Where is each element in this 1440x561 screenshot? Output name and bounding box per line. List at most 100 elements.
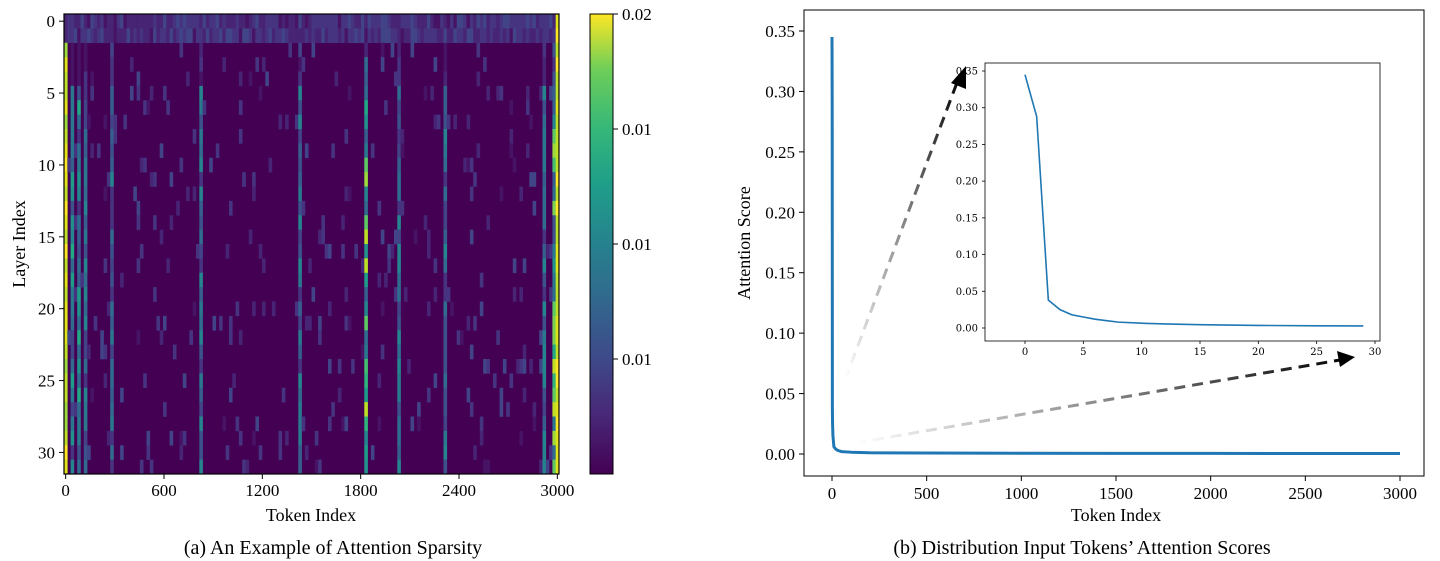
heatmap-cell [476,71,481,87]
heatmap-cell [542,85,547,101]
heatmap-cell [380,57,385,72]
heatmap-cell [502,359,507,374]
heatmap-cell [555,272,560,288]
heatmap-cell [136,330,141,345]
heatmap-cell [70,172,75,187]
heatmap-cell [555,157,560,173]
heatmap-cell [64,258,68,274]
heatmap-cell [364,229,368,245]
heatmap-cell [552,85,556,101]
heatmap-cell [443,287,448,302]
heatmap-cell [143,28,147,44]
heatmap-cell [370,143,375,159]
heatmap-cell [364,315,368,331]
heatmap-cell [380,28,385,44]
heatmap-cell [268,14,273,29]
attention-series-line [830,37,1400,456]
heatmap-cell [552,373,556,389]
heatmap-cell [364,14,368,29]
heatmap-cell [103,373,108,389]
heatmap-cell [519,359,523,374]
heatmap-cell [318,28,322,44]
line-x-tick-label: 500 [914,484,940,503]
line-x-tick-label: 2500 [1288,484,1322,503]
heatmap-cell [70,416,75,432]
heatmap-cell [199,373,203,389]
heatmap-cell [493,28,497,44]
heatmap-cell [324,14,329,29]
heatmap-cell [542,272,547,288]
heatmap-cell [110,215,114,230]
heatmap-cell [443,215,448,230]
heatmap-cell [384,272,388,288]
heatmap-cell [295,14,299,29]
heatmap-cell [64,157,68,173]
heatmap-cell [298,215,302,230]
heatmap-cell [443,344,448,360]
heatmap-cell [308,315,312,331]
heatmap-cell [64,430,68,446]
heatmap-cell [337,14,342,29]
heatmap-cell [479,14,484,29]
heatmap-cell [77,344,81,360]
heatmap-cell [403,28,408,44]
heatmap-cell [506,402,510,417]
heatmap-cell [420,14,424,29]
heatmap-y-tick-label: 30 [38,443,55,462]
inset-series-line [1024,74,1364,327]
heatmap-cell [512,157,517,173]
heatmap-cell [347,28,352,44]
heatmap-cell [380,344,385,360]
heatmap-cell [377,416,382,432]
heatmap-cell [232,28,236,44]
heatmap-cell [64,301,68,317]
heatmap-cell [166,14,170,29]
line-y-tick-label: 0.30 [765,82,795,101]
heatmap-cell [136,215,141,230]
heatmap-cell [529,114,533,130]
heatmap-cell [298,114,302,130]
heatmap-cell [532,14,537,29]
heatmap-cell [499,28,504,44]
heatmap-cell [110,272,114,288]
heatmap-cell [555,330,560,345]
heatmap-cell [90,143,94,159]
heatmap-cell [347,315,352,331]
heatmap-cell [166,258,170,274]
heatmap-cell [252,28,256,44]
heatmap-cell [321,28,325,44]
heatmap-cell [417,402,421,417]
heatmap-cell [116,28,121,44]
heatmap-cell [555,244,560,259]
heatmap-cell [64,71,68,87]
heatmap-cell [400,129,405,144]
heatmap-cell [529,28,533,44]
heatmap-cell [436,114,441,130]
heatmap-cell [466,387,471,403]
heatmap-cell [443,200,448,216]
heatmap-cell [476,28,481,44]
heatmap-cell [229,330,233,345]
heatmap-cell [364,157,368,173]
heatmap-cell [209,157,213,173]
heatmap-cell [225,14,230,29]
heatmap-cell [502,14,507,29]
heatmap-cell [443,114,448,130]
heatmap-cell [545,459,550,475]
heatmap-cell [469,28,474,44]
heatmap-cell [199,459,203,475]
heatmap-cell [106,301,111,317]
heatmap-cell [245,14,250,29]
heatmap-cell [298,373,302,389]
heatmap-cell [443,85,448,101]
heatmap-cell [83,200,88,216]
line-y-tick-label: 0.05 [765,385,795,404]
heatmap-cell [113,28,118,44]
heatmap-cell [238,430,243,446]
heatmap-cell [473,445,477,460]
heatmap-cell [443,244,448,259]
heatmap-cell [70,14,75,29]
heatmap-cell [83,416,88,432]
heatmap-cell [552,402,556,417]
heatmap-cell [130,28,134,44]
